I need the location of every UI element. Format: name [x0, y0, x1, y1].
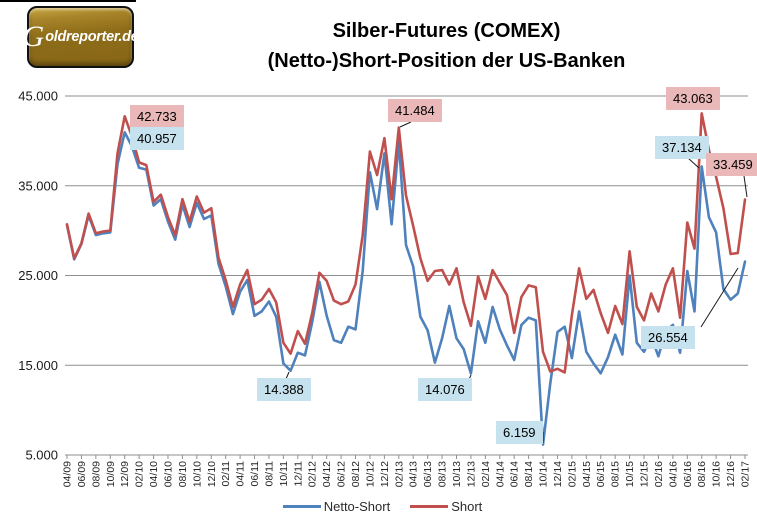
x-axis-label: 08/10 — [177, 461, 189, 487]
x-axis-label: 04/09 — [62, 461, 74, 487]
x-axis-label: 10/12 — [364, 461, 376, 487]
x-axis-label: 10/14 — [538, 461, 550, 487]
annotation-callout-6159: 6.159 — [496, 421, 543, 444]
x-axis-label: 12/15 — [639, 461, 651, 487]
annotation-callout-43063: 43.063 — [666, 87, 720, 110]
x-axis-label: 02/11 — [220, 461, 232, 487]
chart-title-line2: (Netto-)Short-Position der US-Banken — [267, 50, 626, 72]
x-axis-label: 12/13 — [465, 461, 477, 487]
annotation-leader-line — [743, 175, 748, 198]
chart-legend: Netto-Short Short — [12, 499, 757, 514]
chart-title-line1: Silber-Futures (COMEX) — [332, 20, 561, 42]
x-axis-label: 12/14 — [552, 461, 564, 487]
x-axis-label: 04/16 — [667, 461, 679, 487]
x-axis-label: 02/16 — [653, 461, 665, 487]
y-axis-label: 15.000 — [18, 358, 58, 373]
x-axis-label: 12/11 — [292, 461, 304, 487]
x-axis-label: 10/15 — [624, 461, 636, 487]
x-axis-label: 02/14 — [480, 461, 492, 487]
annotation-leader-line — [687, 157, 700, 169]
legend-label-short: Short — [451, 499, 483, 514]
x-axis-label: 04/10 — [148, 461, 160, 487]
legend-item-short: Short — [410, 499, 482, 514]
logo-initial-g: G — [22, 20, 45, 53]
x-axis-label: 10/09 — [105, 461, 117, 487]
y-axis-label: 5.000 — [25, 448, 58, 463]
annotation-callout-14388: 14.388 — [257, 378, 311, 401]
annotation-leader-line — [700, 267, 739, 328]
x-axis-label: 06/12 — [336, 461, 348, 487]
x-axis-label: 02/12 — [307, 461, 319, 487]
x-axis-label: 08/13 — [437, 461, 449, 487]
legend-item-netto-short: Netto-Short — [282, 499, 391, 514]
legend-swatch-short — [410, 505, 449, 508]
annotation-callout-33459: 33.459 — [706, 153, 757, 176]
annotation-callout-41484: 41.484 — [388, 99, 442, 122]
x-axis-label: 02/13 — [393, 461, 405, 487]
y-axis-label: 35.000 — [18, 178, 58, 193]
x-axis-label: 12/09 — [119, 461, 131, 487]
x-axis-label: 08/11 — [263, 461, 275, 487]
top-border-artifact — [0, 0, 136, 2]
annotation-callout-40957: 40.957 — [130, 127, 184, 150]
x-axis-label: 06/09 — [76, 461, 88, 487]
x-axis-label: 10/10 — [191, 461, 203, 487]
annotation-leader-line — [399, 121, 412, 128]
chart-title: Silber-Futures (COMEX) (Netto-)Short-Pos… — [140, 16, 753, 76]
x-axis-label: 04/11 — [235, 461, 247, 487]
y-axis-label: 45.000 — [18, 89, 58, 104]
x-axis-label: 08/15 — [610, 461, 622, 487]
x-axis-label: 04/12 — [321, 461, 333, 487]
annotation-callout-26554: 26.554 — [641, 326, 695, 349]
x-axis-label: 12/16 — [725, 461, 737, 487]
series-netto-short-line — [65, 131, 747, 446]
x-axis-label: 08/09 — [90, 461, 102, 487]
series-short-line — [65, 112, 747, 374]
logo-text: oldreporter.de — [45, 29, 139, 45]
x-axis-label: 02/10 — [134, 461, 146, 487]
annotation-callout-37134: 37.134 — [655, 136, 709, 159]
annotation-callout-14076: 14.076 — [418, 378, 472, 401]
x-axis-label: 06/13 — [422, 461, 434, 487]
x-axis-label: 08/16 — [696, 461, 708, 487]
x-axis-label: 04/15 — [581, 461, 593, 487]
x-axis-label: 02/15 — [566, 461, 578, 487]
x-axis-label: 04/14 — [494, 461, 506, 487]
x-axis-label: 06/16 — [682, 461, 694, 487]
x-axis-label: 04/13 — [408, 461, 420, 487]
x-axis-label: 12/12 — [379, 461, 391, 487]
x-axis-label: 02/17 — [740, 461, 752, 487]
annotation-leader-line — [285, 371, 290, 380]
y-axis-label: 25.000 — [18, 268, 58, 283]
x-axis-label: 06/14 — [509, 461, 521, 487]
annotation-callout-42733: 42.733 — [130, 105, 184, 128]
legend-label-netto-short: Netto-Short — [323, 499, 391, 514]
x-axis-label: 10/16 — [711, 461, 723, 487]
x-axis-label: 12/10 — [206, 461, 218, 487]
x-axis-label: 08/12 — [350, 461, 362, 487]
x-axis-label: 10/13 — [451, 461, 463, 487]
x-axis-label: 08/14 — [523, 461, 535, 487]
x-axis-label: 06/15 — [595, 461, 607, 487]
x-axis-label: 10/11 — [278, 461, 290, 487]
x-axis-label: 06/10 — [162, 461, 174, 487]
legend-swatch-netto-short — [282, 505, 321, 508]
x-axis-label: 06/11 — [249, 461, 261, 487]
